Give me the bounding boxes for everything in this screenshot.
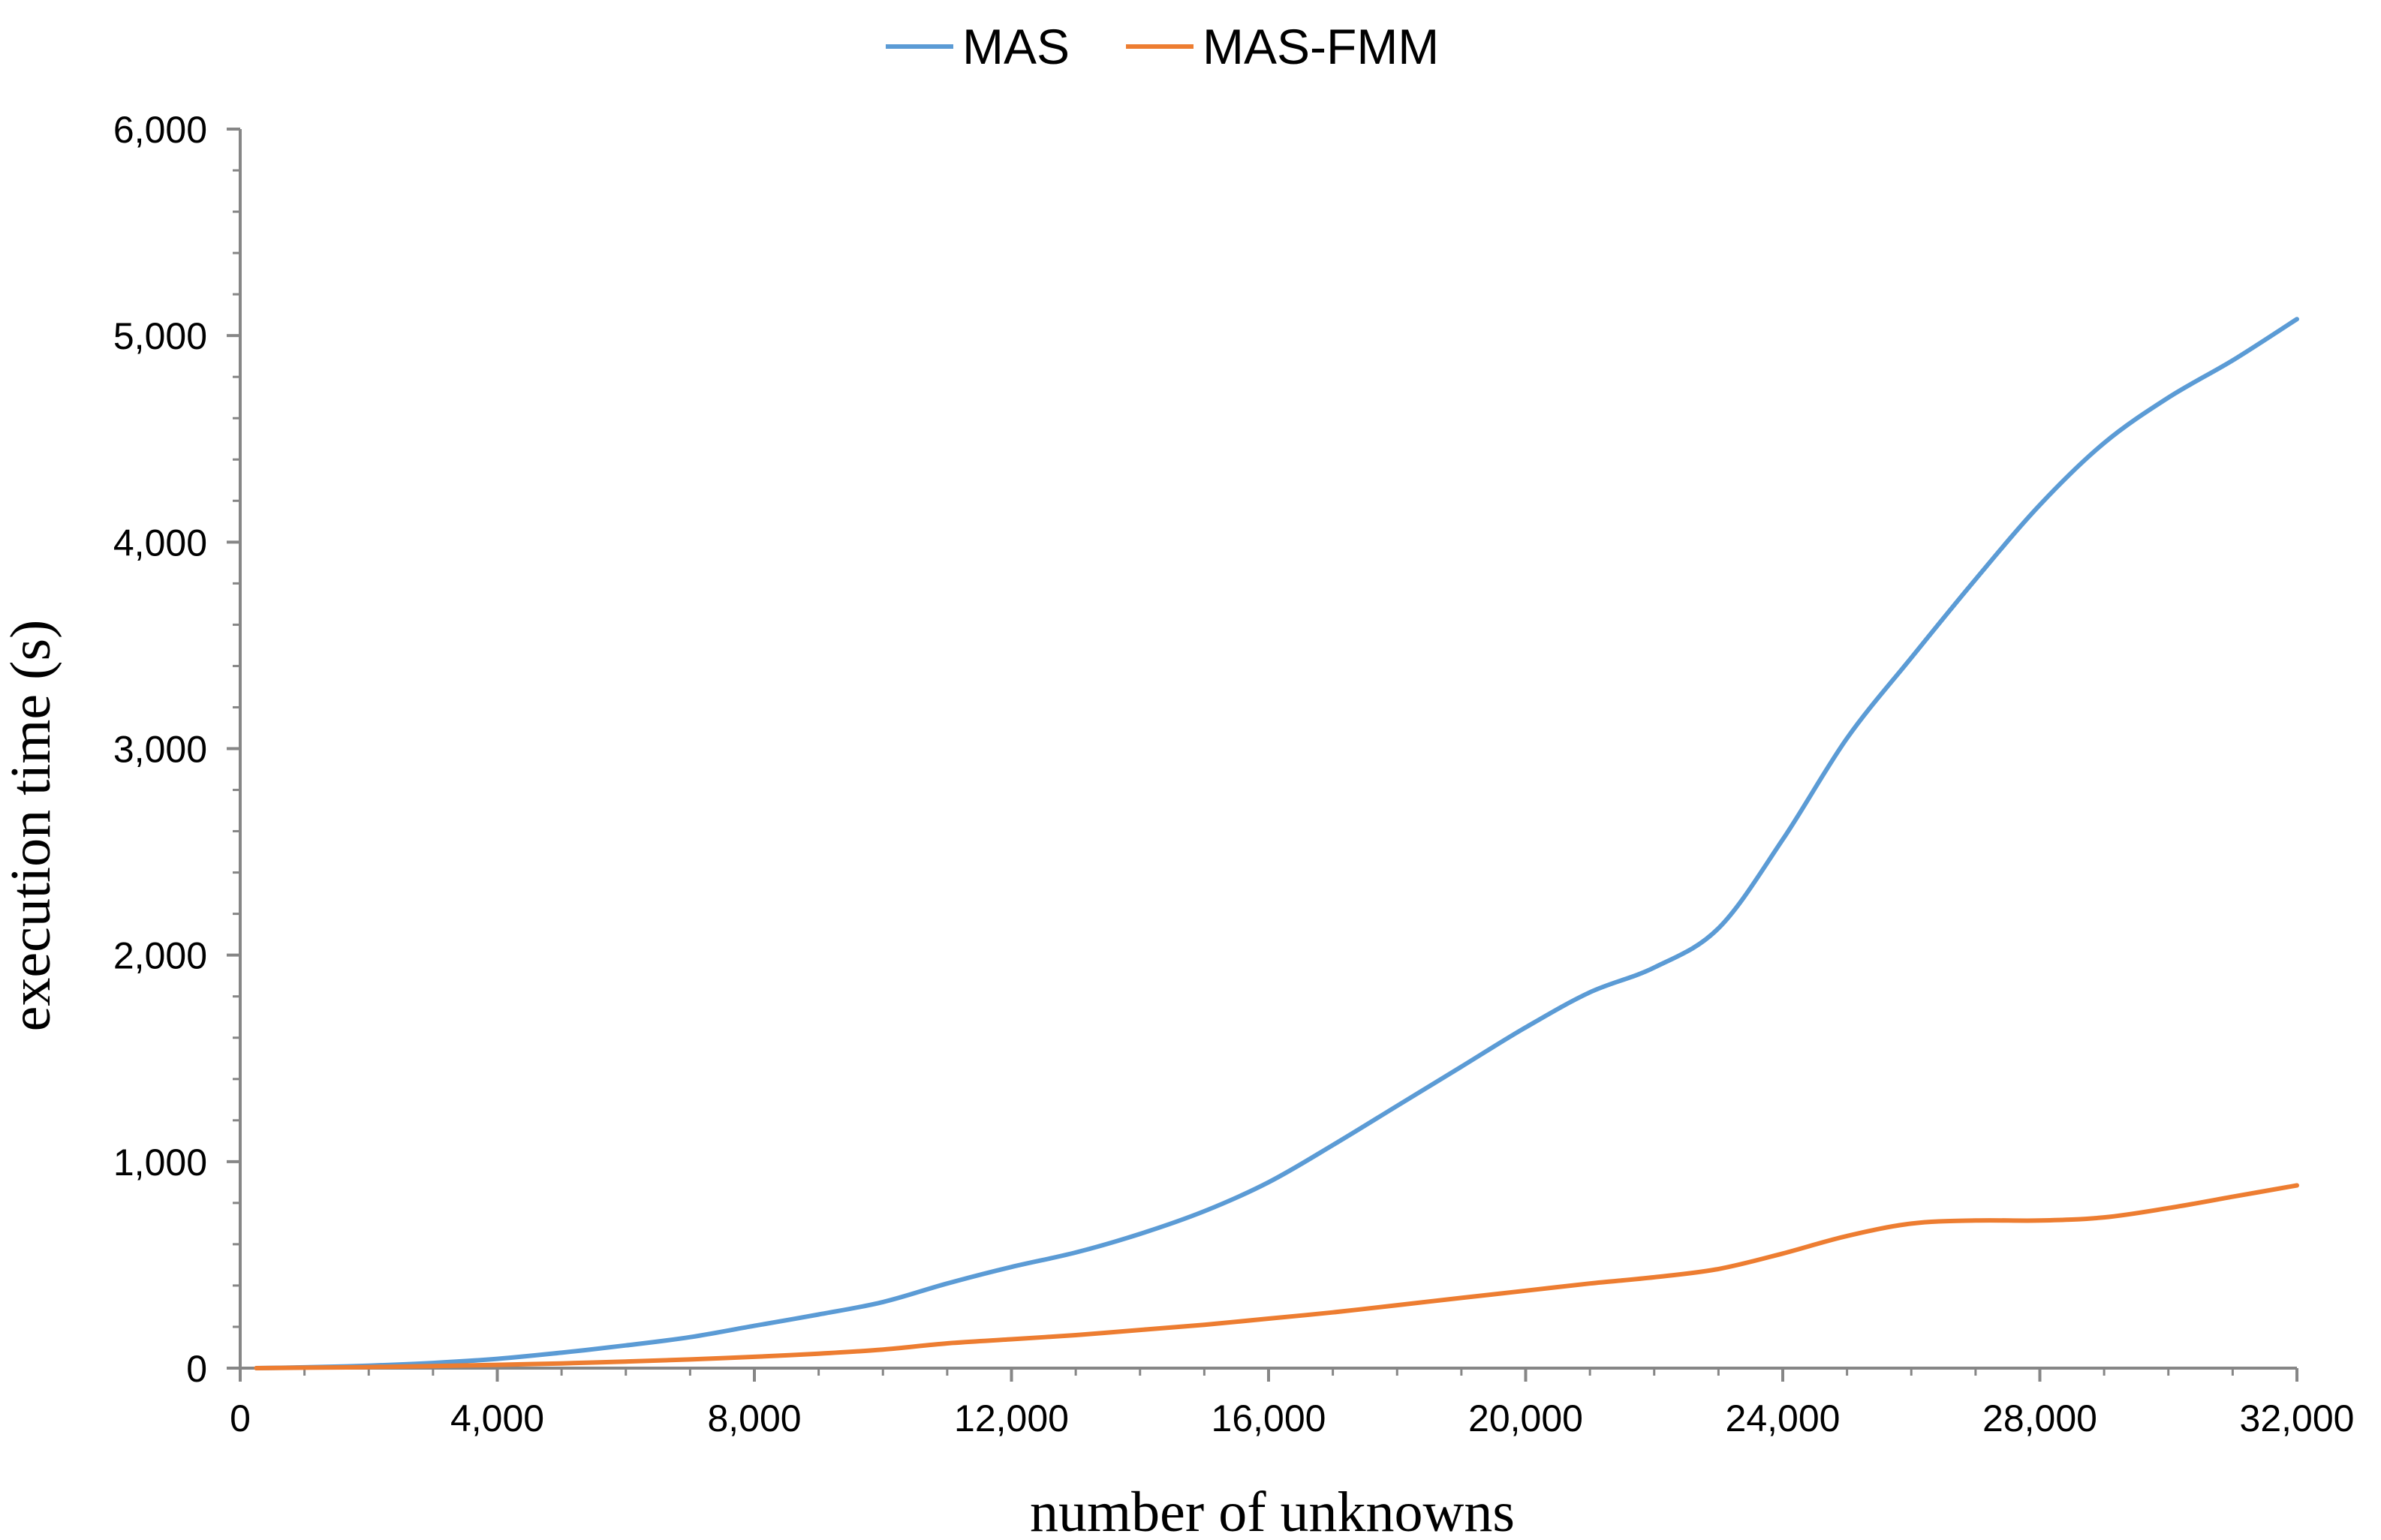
- plot-area: [254, 317, 2299, 1370]
- x-tick-label: 28,000: [1982, 1397, 2097, 1439]
- x-tick-label: 12,000: [954, 1397, 1069, 1439]
- x-tick-label: 32,000: [2240, 1397, 2355, 1439]
- legend-label: MAS-FMM: [1203, 19, 1439, 74]
- x-axis: 0 4,000 8,000 12,000 16,000 20,000 24,000 28,00…: [230, 1367, 2355, 1439]
- x-tick-label: 4,000: [450, 1397, 544, 1439]
- x-tick-label: 8,000: [707, 1397, 801, 1439]
- y-tick-label: 6,000: [113, 109, 207, 151]
- y-tick-label: 0: [186, 1348, 207, 1390]
- series-line-mas: [254, 317, 2299, 1370]
- x-axis-title: number of unknowns: [1030, 1481, 1515, 1540]
- y-tick-label: 1,000: [113, 1141, 207, 1184]
- y-axis-title: execution time (s): [0, 620, 62, 1032]
- y-tick-label: 4,000: [113, 522, 207, 564]
- y-tick-label: 3,000: [113, 729, 207, 771]
- y-axis: 0 1,000 2,000 3,000 4,000 5,000 6,000: [113, 109, 242, 1390]
- x-tick-label: 16,000: [1212, 1397, 1326, 1439]
- legend: MAS MAS-FMM: [886, 19, 1439, 74]
- legend-label: MAS: [962, 19, 1070, 74]
- y-tick-label: 2,000: [113, 935, 207, 977]
- x-tick-label: 0: [230, 1397, 251, 1439]
- series-line-mas-fmm: [254, 1183, 2299, 1370]
- y-tick-label: 5,000: [113, 315, 207, 357]
- x-tick-label: 20,000: [1468, 1397, 1583, 1439]
- x-tick-label: 24,000: [1726, 1397, 1841, 1439]
